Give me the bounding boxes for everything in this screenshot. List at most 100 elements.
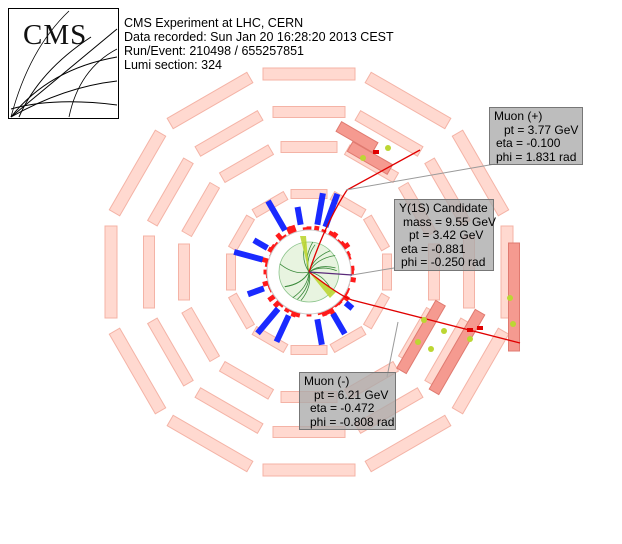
label-connectors (345, 163, 496, 378)
hcal-tower (343, 300, 355, 311)
cms-logo: CMS (8, 8, 119, 119)
muon-chamber (218, 144, 275, 184)
muon-chambers (104, 67, 520, 477)
muon-chamber (364, 71, 452, 130)
inner-track (300, 271, 311, 301)
muon-minus-title: Muon (-) (304, 374, 350, 388)
upsilon-direction (308, 271, 353, 276)
muon-chamber (364, 414, 452, 473)
muon-minus-label: Muon (-) pt = 6.21 GeV eta = -0.472 phi … (299, 372, 396, 430)
muon-hit-point (385, 145, 391, 151)
muon-chamber (329, 325, 367, 354)
muon-chamber (262, 463, 356, 477)
muon-hit-point (428, 346, 434, 352)
muon-plus-label: Muon (+) pt = 3.77 GeV eta = -0.100 phi … (489, 107, 583, 165)
muon-hit-points (360, 145, 516, 352)
energy-deposit (309, 272, 336, 298)
muon-chamber (362, 292, 391, 330)
muon-chamber (290, 189, 328, 199)
muon-chamber (108, 327, 167, 415)
muon-chamber (166, 414, 254, 473)
muon-chamber (382, 253, 392, 291)
upsilon-pt: pt = 3.42 GeV (409, 228, 484, 242)
muon-minus-track (308, 271, 521, 344)
run-event-line: Run/Event: 210498 / 655257851 (124, 44, 305, 58)
muon-plus-phi: phi = 1.831 rad (496, 149, 577, 164)
muon-chamber (262, 67, 356, 81)
muon-chamber (451, 327, 510, 415)
upsilon-title: Y(1S) Candidate (399, 201, 488, 215)
muon-minus-pt: pt = 6.21 GeV (314, 387, 389, 402)
muon-chamber (354, 109, 424, 157)
muon-chamber (226, 253, 236, 291)
muon-hit-point (421, 317, 427, 323)
hcal-tower (255, 306, 281, 336)
hit-muon-chamber (346, 141, 394, 175)
hcal-tower (265, 199, 288, 232)
muon-chamber (181, 306, 221, 363)
hcal-tower (252, 237, 269, 251)
muon-plus-eta: eta = -0.100 (496, 136, 561, 150)
muon-chamber (227, 292, 256, 330)
muon-segment (477, 326, 483, 330)
muon-hit-point (467, 336, 473, 342)
date-line: Data recorded: Sun Jan 20 16:28:20 2013 … (124, 30, 394, 44)
muon-chamber (166, 71, 254, 130)
energy-deposit (300, 236, 309, 272)
hcal-tower (330, 312, 348, 336)
muon-chamber (451, 129, 510, 217)
upsilon-phi: phi = -0.250 rad (401, 255, 486, 269)
muon-hit-point (441, 328, 447, 334)
inner-track (308, 266, 336, 273)
muon-tracks (308, 149, 521, 344)
inner-track (292, 271, 310, 299)
hit-muon-chamber (396, 299, 446, 375)
muon-chamber (104, 225, 118, 319)
hcal-tower (322, 192, 341, 228)
muon-hit-point (510, 321, 516, 327)
muon-chamber (218, 360, 275, 400)
upsilon-label: Y(1S) Candidate mass = 9.55 GeV pt = 3.4… (394, 199, 497, 271)
muon-chamber (194, 109, 264, 157)
hcal-tower (294, 206, 304, 226)
hcal-tower (233, 249, 264, 263)
inner-track (279, 263, 310, 274)
event-info: CMS Experiment at LHC, CERN Data recorde… (124, 16, 394, 72)
muon-chamber (108, 129, 167, 217)
muon-hit-point (415, 339, 421, 345)
muon-segment (467, 328, 473, 332)
muon-chamber (280, 141, 338, 153)
muon-minus-phi: phi = -0.808 rad (310, 414, 395, 429)
tracks (279, 236, 337, 301)
muon-chamber (290, 345, 328, 355)
muon-segment (373, 150, 379, 154)
muon-plus-track (308, 149, 421, 273)
muon-chamber (178, 243, 190, 301)
muon-chamber (146, 317, 194, 387)
muon-hit-point (360, 155, 366, 161)
upsilon-mass: mass = 9.55 GeV (403, 214, 497, 229)
muon-chamber (272, 106, 346, 118)
muon-chamber (329, 190, 367, 219)
muon-chamber (362, 214, 391, 252)
cms-logo-graphic-icon (10, 10, 118, 118)
hcal-tower (273, 314, 292, 343)
muon-chamber (194, 387, 264, 435)
experiment-line: CMS Experiment at LHC, CERN (124, 16, 304, 30)
hit-muon-chamber (335, 121, 379, 153)
lumi-line: Lumi section: 324 (124, 58, 222, 72)
muon-hit-point (507, 295, 513, 301)
muon-minus-eta: eta = -0.472 (310, 401, 375, 415)
upsilon-eta: eta = -0.881 (401, 241, 466, 256)
hcal-tower (246, 285, 265, 298)
muon-plus-pt: pt = 3.77 GeV (504, 122, 579, 137)
muon-plus-title: Muon (+) (494, 109, 543, 123)
muon-chamber (181, 181, 221, 238)
hcal-tower (314, 318, 325, 346)
muon-chamber (227, 214, 256, 252)
hcal-tower (314, 192, 326, 226)
inner-track (284, 271, 310, 288)
muon-chamber (143, 235, 155, 309)
logo-text: CMS (23, 19, 88, 51)
